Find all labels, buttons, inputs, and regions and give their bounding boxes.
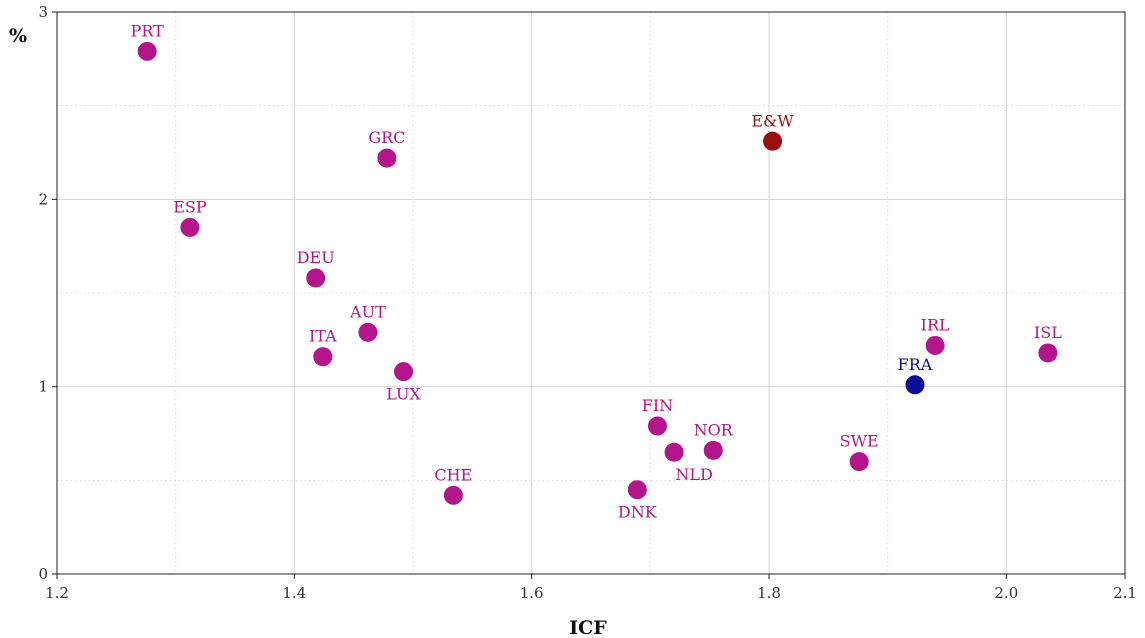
- point-labels-layer: PRT ESP DEU GRC AUT ITA LUX CHE DNK FIN NLD NOR E&W S…: [131, 21, 1063, 521]
- x-tick-label: 1.4: [282, 584, 306, 602]
- data-point: [443, 485, 463, 505]
- data-point-label: GRC: [368, 128, 405, 147]
- data-point-label: CHE: [434, 465, 472, 484]
- data-point-label: NOR: [694, 420, 734, 439]
- data-point: [905, 375, 925, 395]
- data-point-label: ISL: [1034, 323, 1062, 342]
- data-point-label: IRL: [921, 315, 950, 334]
- x-tick-label: 1.2: [45, 584, 69, 602]
- data-point: [703, 440, 723, 460]
- x-tick-label: 2.1: [1113, 584, 1137, 602]
- data-point-label: DEU: [297, 248, 335, 267]
- points-layer: [137, 41, 1058, 505]
- data-point: [358, 322, 378, 342]
- plot-frame: [56, 11, 1126, 575]
- data-point: [180, 217, 200, 237]
- data-point-label: SWE: [840, 432, 879, 451]
- data-point: [306, 268, 326, 288]
- data-point-label: ESP: [173, 197, 207, 216]
- data-point: [664, 442, 684, 462]
- data-point: [849, 452, 869, 472]
- y-axis-title: %: [9, 25, 27, 47]
- y-tick-label: 1: [38, 378, 48, 396]
- data-point-label: PRT: [131, 21, 165, 40]
- y-tick-label: 3: [38, 3, 48, 21]
- data-point: [394, 362, 414, 382]
- data-point: [1038, 343, 1058, 363]
- data-point: [925, 335, 945, 355]
- data-point: [313, 347, 333, 367]
- grid-layer: [57, 12, 1125, 574]
- data-point-label: FRA: [898, 355, 933, 374]
- data-point-label: LUX: [386, 385, 421, 404]
- data-point-label: DNK: [618, 503, 658, 522]
- data-point: [647, 416, 667, 436]
- data-point: [377, 148, 397, 168]
- data-point-label: FIN: [642, 396, 673, 415]
- x-axis-title: ICF: [569, 617, 607, 638]
- data-point-label: E&W: [751, 111, 794, 130]
- x-tick-label: 1.6: [520, 584, 544, 602]
- data-point-label: ITA: [309, 327, 337, 346]
- axes-layer: 1.2 1.4 1.6 1.8 2.0 2.1 0 1 2 3: [38, 3, 1136, 602]
- y-tick-label: 0: [38, 565, 48, 583]
- data-point-label: NLD: [675, 465, 712, 484]
- x-tick-label: 1.8: [757, 584, 781, 602]
- data-point: [763, 131, 783, 151]
- x-tick-label: 2.0: [994, 584, 1018, 602]
- data-point-label: AUT: [349, 302, 386, 321]
- y-tick-label: 2: [38, 190, 48, 208]
- data-point: [137, 41, 157, 61]
- data-point: [627, 480, 647, 500]
